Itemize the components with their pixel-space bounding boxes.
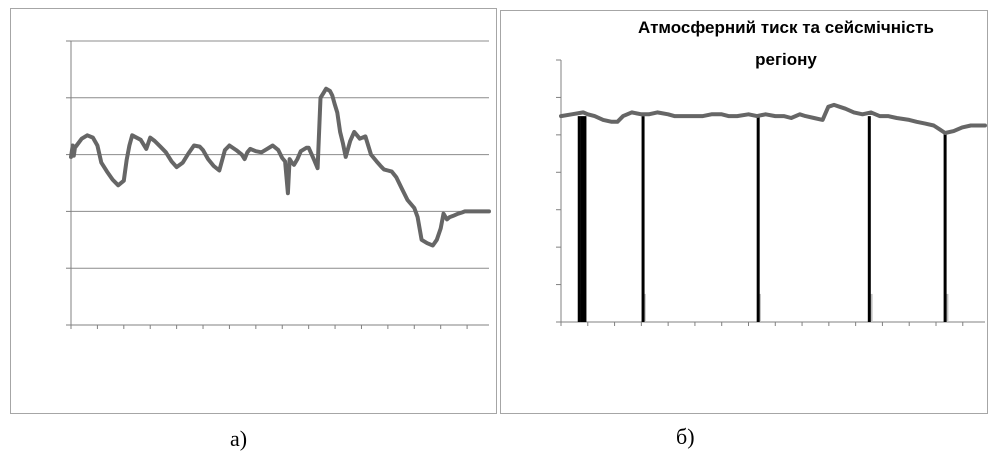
chart-panel-b: Атмосферний тиск та сейсмічність регіону bbox=[500, 10, 988, 414]
chart-a-pressure-line bbox=[69, 86, 491, 248]
chart-a-svg bbox=[66, 40, 491, 329]
caption-b: б) bbox=[676, 424, 695, 449]
chart-b-pressure-line bbox=[559, 102, 987, 135]
chart-panel-a bbox=[10, 8, 497, 414]
caption-a: а) bbox=[230, 426, 248, 451]
chart-b-title: Атмосферний тиск та сейсмічність регіону bbox=[638, 18, 934, 69]
chart-b-svg: Атмосферний тиск та сейсмічність регіону bbox=[556, 18, 987, 326]
